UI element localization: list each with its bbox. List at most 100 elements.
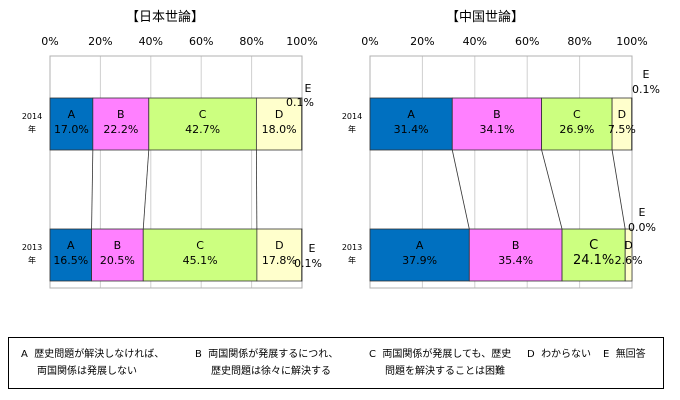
legend-item-c: C 両国関係が発展しても、歴史 問題を解決することは困難 — [369, 346, 511, 380]
japan-x-tick-label: 60% — [189, 35, 213, 48]
japan-bar-a-2014 — [49, 97, 94, 151]
japan-plot-frame — [49, 55, 303, 289]
china-plot-frame — [369, 55, 633, 289]
japan-bar-d-2013 — [256, 228, 303, 282]
china-category-suffix: 年 — [348, 255, 356, 265]
china-segment-name-a: A — [416, 239, 424, 252]
japan-category-suffix: 年 — [28, 124, 36, 134]
china-segment-name-d: D — [624, 239, 632, 252]
japan-bar-c-2013 — [142, 228, 258, 282]
china-data-label-d: 7.5% — [608, 123, 636, 136]
japan-segment-name-b: B — [114, 239, 122, 252]
china-segment-name-a: A — [407, 108, 415, 121]
japan-category-year: 2013 — [22, 243, 42, 252]
japan-data-label-c: 42.7% — [185, 123, 220, 136]
legend-item-e: E 無回答 — [603, 346, 646, 363]
legend-text-d: わからない — [541, 349, 592, 360]
china-category-suffix: 年 — [348, 124, 356, 134]
japan-connector-line — [255, 149, 258, 230]
china-x-tick-label: 80% — [567, 35, 591, 48]
china-segment-name-b: B — [512, 239, 520, 252]
china-x-tick-label: 100% — [616, 35, 647, 48]
legend-text-b-line1: 両国関係が発展するにつれ、 — [208, 349, 339, 360]
china-connector-line — [451, 149, 470, 230]
legend-text-c-line2: 問題を解決することは困難 — [385, 366, 505, 377]
legend-text-a-line2: 両国関係は発展しない — [37, 366, 137, 377]
legend-text-b-line2: 歴史問題は徐々に解決する — [211, 366, 331, 377]
japan-bar-d-2014 — [255, 97, 303, 151]
china-x-tick-label: 20% — [410, 35, 434, 48]
chart-canvas: 【日本世論】 0% 20% 40% 60% 80% 100% 2014 年 2013 年 A 17.0%… — [22, 9, 660, 289]
japan-segment-name-e: E — [309, 242, 316, 255]
china-connector-line — [611, 149, 626, 230]
japan-segment-name-a: A — [67, 239, 75, 252]
japan-bar-b-2013 — [91, 228, 144, 282]
china-data-label-d: 2.6% — [615, 254, 643, 267]
china-data-label-e: 0.0% — [628, 221, 656, 234]
china-category-year: 2014 — [342, 112, 362, 121]
china-x-tick-label: 0% — [361, 35, 378, 48]
china-segment-name-b: B — [493, 108, 501, 121]
legend: A 歴史問題が解決しなければ、 両国関係は発展しない B 両国関係が発展するにつ… — [8, 337, 664, 389]
china-panel: 【中国世論】 0% 20% 40% 60% 80% 100% 2014 年 2013 年 A 31.4%… — [342, 9, 660, 289]
japan-segment-name-a: A — [68, 108, 76, 121]
japan-data-label-d: 17.8% — [262, 254, 297, 267]
china-data-label-e: 0.1% — [632, 83, 660, 96]
china-segment-name-c: C — [573, 108, 581, 121]
japan-x-tick-label: 0% — [41, 35, 58, 48]
japan-connector-line — [91, 149, 94, 230]
china-bar-c-2014 — [541, 97, 613, 151]
legend-text-c-line1: 両国関係が発展しても、歴史 — [382, 349, 512, 360]
china-data-label-c: 24.1% — [573, 253, 614, 268]
china-data-label-b: 35.4% — [498, 254, 533, 267]
china-bar-c-2013 — [561, 228, 626, 282]
legend-item-b: B 両国関係が発展するにつれ、 歴史問題は徐々に解決する — [195, 346, 338, 380]
china-bar-a-2013 — [369, 228, 470, 282]
japan-panel: 【日本世論】 0% 20% 40% 60% 80% 100% 2014 年 2013 年 A 17.0%… — [22, 9, 322, 289]
china-bar-b-2013 — [468, 228, 563, 282]
japan-bar-b-2014 — [92, 97, 150, 151]
legend-key-a: A — [21, 349, 28, 360]
china-chart-title: 【中国世論】 — [446, 9, 524, 25]
japan-chart-title: 【日本世論】 — [126, 9, 204, 25]
japan-category-year: 2014 — [22, 112, 42, 121]
china-bar-d-2013 — [624, 228, 633, 282]
china-data-label-a: 37.9% — [402, 254, 437, 267]
legend-text-a-line1: 歴史問題が解決しなければ、 — [34, 349, 165, 360]
japan-category-suffix: 年 — [28, 255, 36, 265]
japan-data-label-c: 45.1% — [183, 254, 218, 267]
legend-key-b: B — [195, 349, 202, 360]
china-bar-a-2014 — [369, 97, 453, 151]
japan-data-label-d: 18.0% — [262, 123, 297, 136]
japan-bar-c-2014 — [148, 97, 257, 151]
japan-x-tick-label: 80% — [239, 35, 263, 48]
china-x-tick-label: 60% — [515, 35, 539, 48]
japan-segment-name-d: D — [275, 108, 283, 121]
japan-data-label-e: 0.1% — [294, 257, 322, 270]
china-category-year: 2013 — [342, 243, 362, 252]
japan-segment-name-b: B — [117, 108, 125, 121]
japan-connector-line — [142, 149, 150, 230]
china-segment-name-e: E — [639, 206, 646, 219]
china-segment-name-d: D — [618, 108, 626, 121]
japan-data-label-a: 16.5% — [53, 254, 88, 267]
japan-segment-name-c: C — [196, 239, 204, 252]
china-data-label-a: 31.4% — [394, 123, 429, 136]
china-data-label-b: 34.1% — [479, 123, 514, 136]
legend-item-a: A 歴史問題が解決しなければ、 両国関係は発展しない — [21, 346, 164, 380]
japan-x-tick-label: 20% — [88, 35, 112, 48]
japan-data-label-a: 17.0% — [54, 123, 89, 136]
china-data-label-c: 26.9% — [559, 123, 594, 136]
japan-segment-name-d: D — [275, 239, 283, 252]
japan-data-label-e: 0.1% — [286, 96, 314, 109]
legend-key-e: E — [603, 349, 610, 360]
japan-data-label-b: 22.2% — [103, 123, 138, 136]
china-bar-b-2014 — [451, 97, 543, 151]
china-connector-line — [541, 149, 563, 230]
legend-text-e: 無回答 — [615, 349, 646, 360]
japan-bar-a-2013 — [49, 228, 92, 282]
japan-segment-name-e: E — [305, 82, 312, 95]
japan-segment-name-c: C — [199, 108, 207, 121]
china-x-tick-label: 40% — [463, 35, 487, 48]
